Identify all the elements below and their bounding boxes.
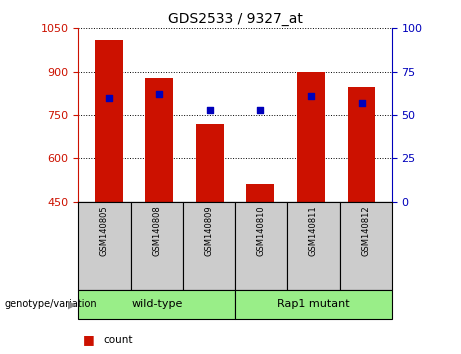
Text: GSM140808: GSM140808 (152, 205, 161, 256)
Text: ■: ■ (83, 353, 95, 354)
Text: ■: ■ (83, 333, 95, 346)
Bar (247, 184, 274, 202)
Text: wild-type: wild-type (131, 299, 183, 309)
Text: genotype/variation: genotype/variation (5, 299, 97, 309)
Title: GDS2533 / 9327_at: GDS2533 / 9327_at (168, 12, 302, 26)
Bar (95, 40, 123, 202)
Point (155, 91, 163, 97)
Text: Rap1 mutant: Rap1 mutant (277, 299, 350, 309)
Point (307, 93, 315, 99)
Bar (145, 78, 173, 202)
Text: ▶: ▶ (68, 299, 76, 309)
Bar (348, 87, 375, 202)
Text: GSM140809: GSM140809 (205, 205, 213, 256)
Point (206, 107, 213, 113)
Text: GSM140811: GSM140811 (309, 205, 318, 256)
Text: GSM140810: GSM140810 (257, 205, 266, 256)
Bar (297, 72, 325, 202)
Point (257, 107, 264, 113)
Bar (196, 124, 224, 202)
Point (358, 100, 365, 106)
Text: count: count (104, 335, 133, 345)
Text: GSM140812: GSM140812 (361, 205, 370, 256)
Text: GSM140805: GSM140805 (100, 205, 109, 256)
Point (105, 95, 112, 101)
